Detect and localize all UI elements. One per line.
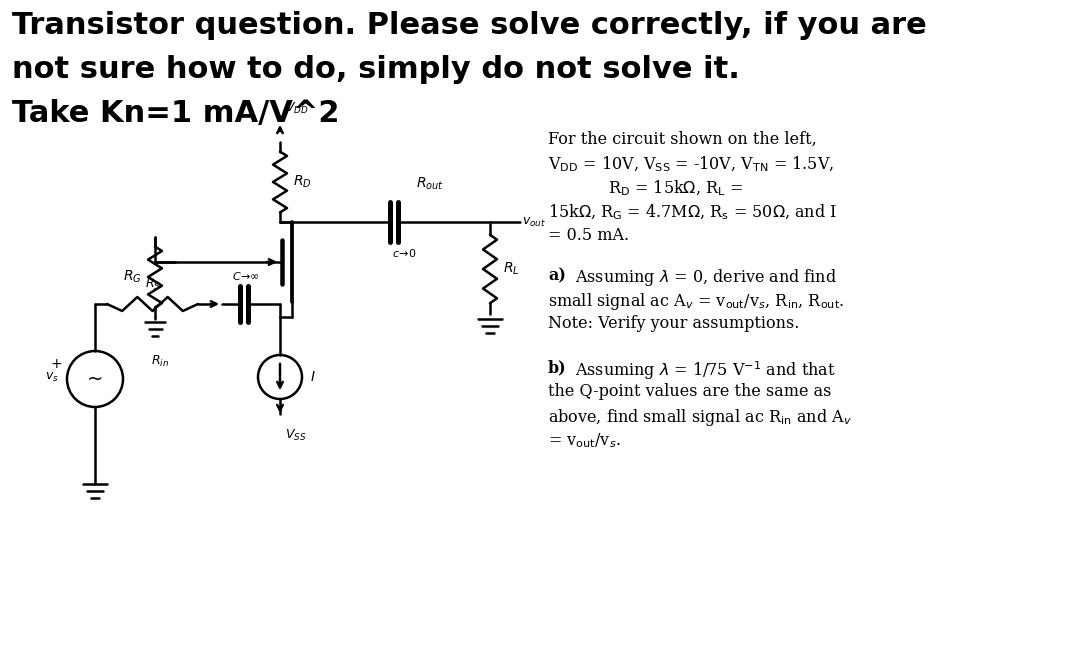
Text: $v_s$: $v_s$: [45, 371, 59, 384]
Text: +: +: [51, 357, 62, 371]
Text: Assuming $\lambda$ = 0, derive and find: Assuming $\lambda$ = 0, derive and find: [570, 267, 837, 288]
Text: $I$: $I$: [310, 370, 315, 384]
Text: Take Kn=1 mA/V^2: Take Kn=1 mA/V^2: [12, 99, 339, 128]
Text: Transistor question. Please solve correctly, if you are: Transistor question. Please solve correc…: [12, 11, 927, 40]
Text: = 0.5 mA.: = 0.5 mA.: [548, 227, 630, 244]
Text: b): b): [548, 359, 567, 376]
Text: a): a): [548, 267, 566, 284]
Text: $R_G$: $R_G$: [123, 269, 141, 285]
Text: $v_{out}$: $v_{out}$: [522, 215, 546, 229]
Text: $R_L$: $R_L$: [503, 261, 519, 277]
Text: Note: Verify your assumptions.: Note: Verify your assumptions.: [548, 315, 799, 332]
Text: small signal ac A$_v$ = v$_{\rm out}$/v$_s$, R$_{\rm in}$, R$_{\rm out}$.: small signal ac A$_v$ = v$_{\rm out}$/v$…: [548, 291, 845, 312]
Text: $V_{DD}$: $V_{DD}$: [285, 101, 309, 116]
Text: $C\!\rightarrow\!\infty$: $C\!\rightarrow\!\infty$: [232, 270, 260, 282]
Text: above, find small signal ac R$_{\rm in}$ and A$_v$: above, find small signal ac R$_{\rm in}$…: [548, 407, 852, 428]
Text: $R_D$: $R_D$: [293, 174, 312, 190]
Text: Assuming $\lambda$ = 1/75 V$^{-1}$ and that: Assuming $\lambda$ = 1/75 V$^{-1}$ and t…: [570, 359, 836, 382]
Text: V$_{\rm DD}$ = 10V, V$_{\rm SS}$ = -10V, V$_{\rm TN}$ = 1.5V,: V$_{\rm DD}$ = 10V, V$_{\rm SS}$ = -10V,…: [548, 155, 834, 175]
Text: $c \!\rightarrow\! 0$: $c \!\rightarrow\! 0$: [392, 247, 417, 259]
Text: $V_{SS}$: $V_{SS}$: [285, 428, 307, 443]
Text: $R_S$: $R_S$: [145, 277, 161, 292]
Text: $R_{in}$: $R_{in}$: [151, 354, 170, 369]
Text: the Q-point values are the same as: the Q-point values are the same as: [548, 383, 832, 400]
Text: For the circuit shown on the left,: For the circuit shown on the left,: [548, 131, 816, 148]
Text: $R_{out}$: $R_{out}$: [416, 175, 444, 192]
Text: not sure how to do, simply do not solve it.: not sure how to do, simply do not solve …: [12, 55, 740, 84]
Text: R$_{\rm D}$ = 15k$\Omega$, R$_{\rm L}$ =: R$_{\rm D}$ = 15k$\Omega$, R$_{\rm L}$ =: [608, 179, 743, 198]
Text: ~: ~: [86, 370, 104, 389]
Text: 15k$\Omega$, R$_{\rm G}$ = 4.7M$\Omega$, R$_{\rm s}$ = 50$\Omega$, and I: 15k$\Omega$, R$_{\rm G}$ = 4.7M$\Omega$,…: [548, 203, 837, 222]
Text: = v$_{\rm out}$/v$_s$.: = v$_{\rm out}$/v$_s$.: [548, 431, 621, 449]
